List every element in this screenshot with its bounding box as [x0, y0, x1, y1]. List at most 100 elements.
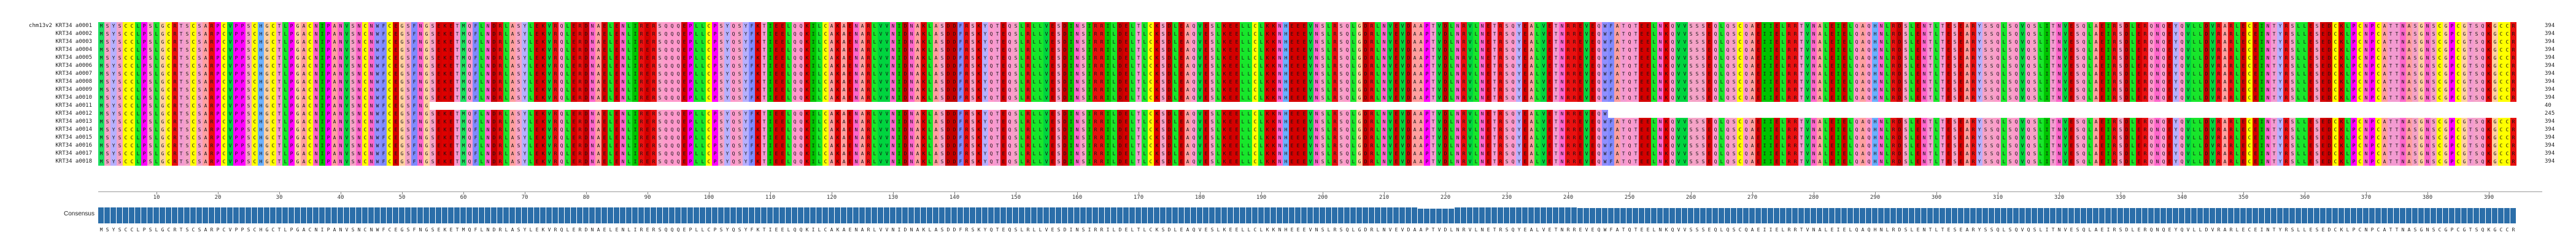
residue-cell[interactable]: S: [1700, 38, 1706, 46]
residue-cell[interactable]: R: [2111, 46, 2118, 54]
residue-cell[interactable]: G: [399, 110, 405, 118]
residue-cell[interactable]: E: [644, 78, 651, 86]
residue-cell[interactable]: E: [1485, 110, 1491, 118]
residue-cell[interactable]: Q: [1344, 54, 1350, 62]
residue-cell[interactable]: I: [810, 38, 816, 46]
residue-cell[interactable]: P: [325, 94, 331, 102]
residue-cell[interactable]: V: [1043, 62, 1050, 70]
residue-cell[interactable]: R: [1025, 30, 1031, 38]
residue-cell[interactable]: Q: [1344, 78, 1350, 86]
residue-cell[interactable]: E: [773, 94, 779, 102]
residue-cell[interactable]: A: [509, 78, 516, 86]
residue-cell[interactable]: L: [2087, 30, 2093, 38]
residue-cell[interactable]: V: [2019, 78, 2025, 86]
residue-cell[interactable]: S: [970, 126, 976, 134]
residue-cell[interactable]: A: [331, 86, 338, 94]
residue-cell[interactable]: F: [411, 78, 417, 86]
residue-cell[interactable]: C: [2498, 30, 2504, 38]
residue-cell[interactable]: R: [1565, 94, 1571, 102]
residue-cell[interactable]: N: [1277, 62, 1283, 70]
residue-cell[interactable]: C: [387, 30, 393, 38]
residue-cell[interactable]: W: [1602, 78, 1608, 86]
residue-cell[interactable]: E: [773, 70, 779, 78]
residue-cell[interactable]: R: [1099, 70, 1105, 78]
residue-cell[interactable]: Y: [724, 118, 730, 126]
residue-cell[interactable]: N: [1657, 78, 1663, 86]
residue-cell[interactable]: I: [2259, 22, 2265, 30]
residue-cell[interactable]: L: [1823, 38, 1829, 46]
residue-cell[interactable]: N: [313, 54, 319, 62]
residue-cell[interactable]: S: [1700, 30, 1706, 38]
residue-cell[interactable]: H: [1872, 62, 1878, 70]
residue-cell[interactable]: Q: [669, 70, 675, 78]
residue-cell[interactable]: G: [160, 110, 166, 118]
residue-cell[interactable]: Y: [2173, 118, 2179, 126]
residue-cell[interactable]: E: [1841, 94, 1847, 102]
residue-cell[interactable]: I: [319, 30, 325, 38]
residue-cell[interactable]: P: [215, 118, 221, 126]
residue-cell[interactable]: V: [227, 54, 233, 62]
residue-cell[interactable]: E: [2253, 30, 2259, 38]
residue-cell[interactable]: R: [1792, 54, 1798, 62]
residue-cell[interactable]: D: [491, 78, 497, 86]
residue-cell[interactable]: L: [2302, 62, 2308, 70]
residue-cell[interactable]: C: [1148, 78, 1154, 86]
residue-cell[interactable]: N: [1277, 30, 1283, 38]
residue-cell[interactable]: E: [1829, 62, 1835, 70]
residue-cell[interactable]: L: [1823, 30, 1829, 38]
residue-cell[interactable]: D: [1166, 126, 1172, 134]
residue-cell[interactable]: S: [2118, 22, 2124, 30]
residue-cell[interactable]: P: [2449, 118, 2455, 126]
residue-cell[interactable]: S: [1688, 30, 1694, 38]
residue-cell[interactable]: L: [2234, 46, 2240, 54]
residue-cell[interactable]: L: [1375, 54, 1381, 62]
residue-cell[interactable]: S: [2314, 118, 2320, 126]
residue-cell[interactable]: L: [1240, 46, 1246, 54]
residue-cell[interactable]: L: [2296, 62, 2302, 70]
residue-cell[interactable]: P: [325, 46, 331, 54]
residue-cell[interactable]: S: [147, 70, 153, 78]
residue-cell[interactable]: E: [847, 54, 853, 62]
residue-cell[interactable]: I: [2044, 70, 2050, 78]
residue-cell[interactable]: F: [381, 62, 387, 70]
residue-cell[interactable]: V: [1676, 62, 1682, 70]
residue-cell[interactable]: D: [1442, 126, 1449, 134]
residue-cell[interactable]: V: [1307, 54, 1313, 62]
residue-cell[interactable]: Q: [2013, 54, 2019, 62]
residue-cell[interactable]: L: [1847, 118, 1854, 126]
residue-cell[interactable]: P: [2449, 30, 2455, 38]
residue-cell[interactable]: L: [1031, 110, 1037, 118]
residue-cell[interactable]: S: [970, 22, 976, 30]
residue-cell[interactable]: S: [1013, 38, 1019, 46]
residue-cell[interactable]: E: [436, 118, 442, 126]
residue-cell[interactable]: A: [1185, 118, 1191, 126]
residue-cell[interactable]: Q: [1344, 118, 1350, 126]
residue-cell[interactable]: C: [2498, 70, 2504, 78]
residue-cell[interactable]: E: [393, 38, 399, 46]
residue-cell[interactable]: E: [2068, 62, 2075, 70]
residue-cell[interactable]: C: [252, 78, 258, 86]
residue-cell[interactable]: S: [1320, 54, 1326, 62]
residue-cell[interactable]: M: [98, 46, 104, 54]
residue-cell[interactable]: S: [718, 118, 724, 126]
residue-cell[interactable]: R: [1970, 22, 1976, 30]
residue-cell[interactable]: E: [1639, 22, 1645, 30]
residue-cell[interactable]: L: [1847, 78, 1854, 86]
residue-cell[interactable]: A: [933, 62, 939, 70]
residue-cell[interactable]: N: [1559, 22, 1565, 30]
residue-cell[interactable]: L: [1215, 38, 1221, 46]
residue-cell[interactable]: G: [2492, 94, 2498, 102]
residue-cell[interactable]: Q: [798, 86, 804, 94]
residue-cell[interactable]: E: [1203, 30, 1209, 38]
residue-cell[interactable]: E: [779, 110, 786, 118]
residue-cell[interactable]: L: [1823, 86, 1829, 94]
residue-cell[interactable]: D: [2124, 70, 2130, 78]
residue-cell[interactable]: S: [1903, 22, 1909, 30]
residue-cell[interactable]: C: [1252, 118, 1258, 126]
residue-cell[interactable]: S: [1694, 22, 1700, 30]
residue-cell[interactable]: C: [2332, 38, 2338, 46]
residue-cell[interactable]: V: [1399, 22, 1406, 30]
residue-cell[interactable]: A: [859, 22, 865, 30]
residue-cell[interactable]: M: [460, 94, 466, 102]
